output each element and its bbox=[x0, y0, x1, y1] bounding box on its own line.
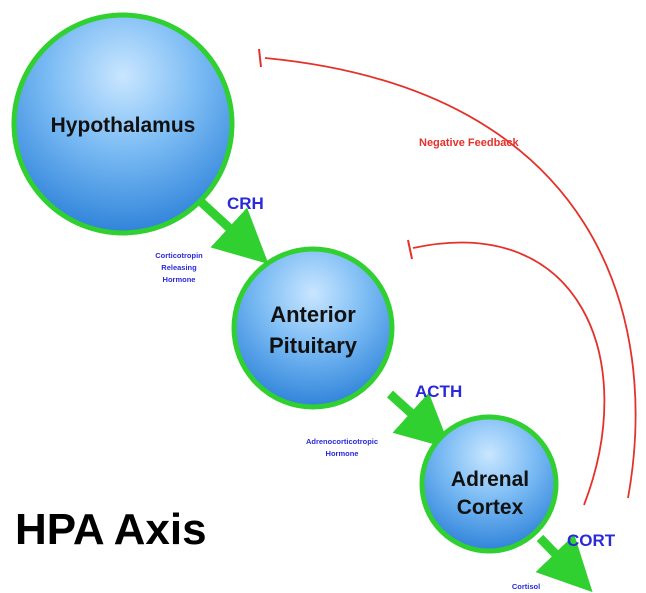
anterior-pituitary-label-line2: Pituitary bbox=[269, 333, 358, 358]
adrenal-cortex-node bbox=[419, 414, 559, 554]
acth-full-line1: Adrenocorticotropic bbox=[306, 437, 378, 446]
acth-full-line2: Hormone bbox=[326, 449, 359, 458]
hypothalamus-label: Hypothalamus bbox=[51, 114, 196, 137]
crh-arrow bbox=[196, 197, 269, 265]
feedback-inhibition-bar-pituitary bbox=[407, 239, 413, 260]
crh-full-line3: Hormone bbox=[163, 275, 196, 284]
anterior-pituitary-node bbox=[231, 246, 395, 410]
acth-label: ACTH bbox=[415, 382, 462, 401]
feedback-inhibition-bar-hypothalamus bbox=[258, 48, 262, 68]
hypothalamus-node bbox=[11, 12, 235, 236]
crh-full-line1: Corticotropin bbox=[155, 251, 203, 260]
crh-label: CRH bbox=[227, 194, 264, 213]
diagram-title: HPA Axis bbox=[15, 505, 207, 554]
cort-label: CORT bbox=[567, 531, 616, 550]
negative-feedback-label: Negative Feedback bbox=[419, 137, 520, 149]
adrenal-cortex-label-line2: Cortex bbox=[457, 496, 524, 519]
acth-arrow bbox=[386, 390, 451, 449]
adrenal-cortex-label-line1: Adrenal bbox=[451, 468, 529, 491]
anterior-pituitary-label-line1: Anterior bbox=[270, 302, 356, 327]
negative-feedback-outer-curve bbox=[264, 57, 637, 499]
cort-arrow bbox=[535, 534, 593, 593]
negative-feedback-inner-curve bbox=[412, 241, 606, 506]
crh-full-line2: Releasing bbox=[161, 263, 197, 272]
cort-full-line1: Cortisol bbox=[512, 582, 540, 591]
